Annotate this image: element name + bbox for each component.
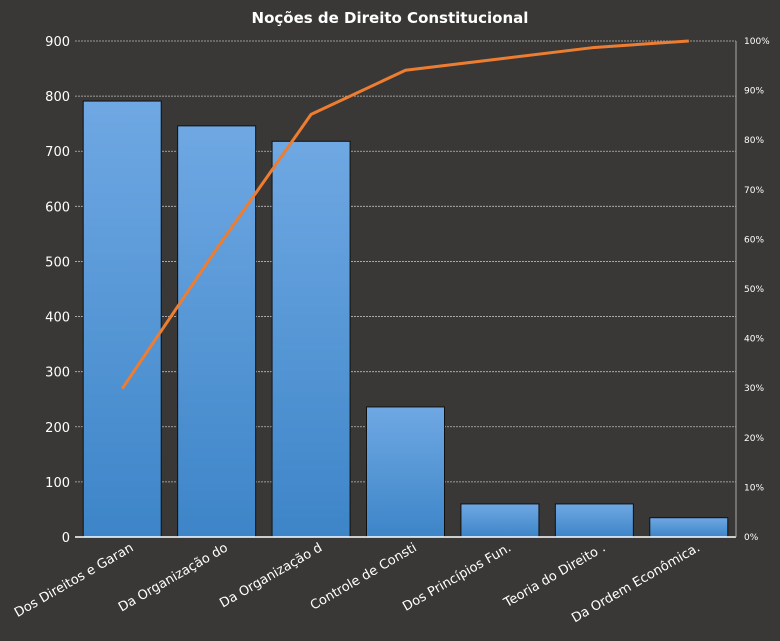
y2-tick-label: 20% [744, 434, 764, 444]
y2-tick-label: 80% [744, 136, 764, 146]
y2-tick-label: 30% [744, 384, 764, 394]
y2-tick-label: 0% [744, 533, 759, 543]
y-tick-label: 600 [45, 200, 70, 215]
y-tick-label: 800 [45, 90, 70, 105]
y-tick-label: 200 [45, 421, 70, 436]
cumulative-line [120, 39, 689, 390]
y-tick-label: 0 [62, 531, 70, 546]
bar [460, 503, 540, 538]
bar [82, 100, 162, 538]
x-tick-label: Dos Direitos e Garan [12, 540, 136, 620]
y-tick-label: 400 [45, 311, 70, 326]
bar [366, 406, 445, 538]
y-tick-label: 500 [45, 255, 70, 270]
y2-tick-label: 90% [744, 87, 764, 97]
y2-tick-label: 60% [744, 235, 764, 245]
bar [554, 503, 634, 538]
y2-tick-label: 50% [744, 285, 764, 295]
chart-title: Noções de Direito Constitucional [252, 9, 529, 27]
bar [271, 140, 351, 538]
y-tick-label: 700 [45, 145, 70, 160]
y-tick-label: 100 [45, 476, 70, 491]
y2-tick-label: 70% [744, 186, 764, 196]
y-tick-label: 900 [45, 35, 70, 50]
y2-tick-label: 10% [744, 483, 764, 493]
bar [649, 517, 729, 538]
y2-tick-label: 100% [744, 37, 770, 47]
y-tick-label: 300 [45, 366, 70, 381]
bar [177, 125, 257, 538]
y2-tick-label: 40% [744, 335, 764, 345]
